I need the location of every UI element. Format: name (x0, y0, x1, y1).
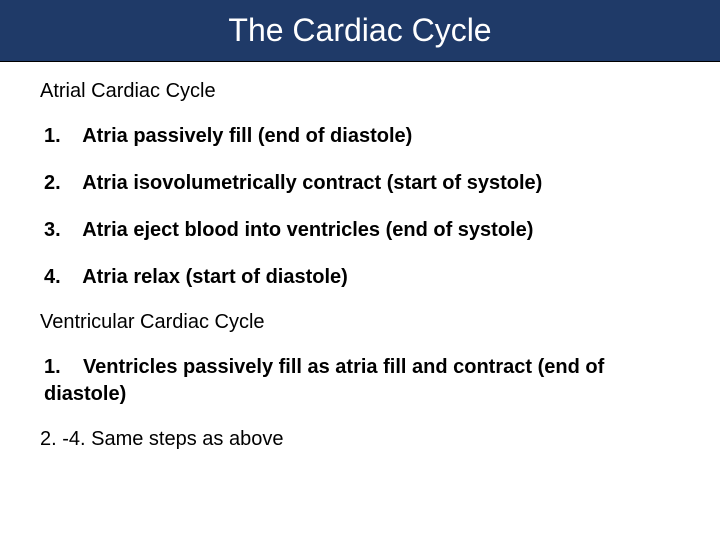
list-item: 1. Ventricles passively fill as atria fi… (40, 354, 680, 408)
section1-heading: Atrial Cardiac Cycle (40, 80, 680, 103)
list-number: 4. (44, 266, 61, 288)
list-item: 2. Atria isovolumetrically contract (sta… (40, 170, 680, 197)
list-text: Atria eject blood into ventricles (end o… (82, 219, 533, 241)
slide-content: Atrial Cardiac Cycle 1. Atria passively … (0, 62, 720, 451)
list-number: 3. (44, 219, 61, 241)
slide-title-bar: The Cardiac Cycle (0, 0, 720, 62)
section2-heading: Ventricular Cardiac Cycle (40, 311, 680, 334)
list-number: 1. (44, 356, 61, 378)
list-text: Ventricles passively fill as atria fill … (44, 356, 604, 405)
list-item: 4. Atria relax (start of diastole) (40, 264, 680, 291)
section2-note: 2. -4. Same steps as above (40, 428, 680, 451)
slide-title: The Cardiac Cycle (228, 12, 491, 49)
list-text: Atria passively fill (end of diastole) (82, 125, 412, 147)
section1-list: 1. Atria passively fill (end of diastole… (40, 123, 680, 291)
section2-list: 1. Ventricles passively fill as atria fi… (40, 354, 680, 408)
list-item: 1. Atria passively fill (end of diastole… (40, 123, 680, 150)
list-number: 1. (44, 125, 61, 147)
list-number: 2. (44, 172, 61, 194)
list-text: Atria isovolumetrically contract (start … (82, 172, 542, 194)
list-item: 3. Atria eject blood into ventricles (en… (40, 217, 680, 244)
list-text: Atria relax (start of diastole) (82, 266, 348, 288)
